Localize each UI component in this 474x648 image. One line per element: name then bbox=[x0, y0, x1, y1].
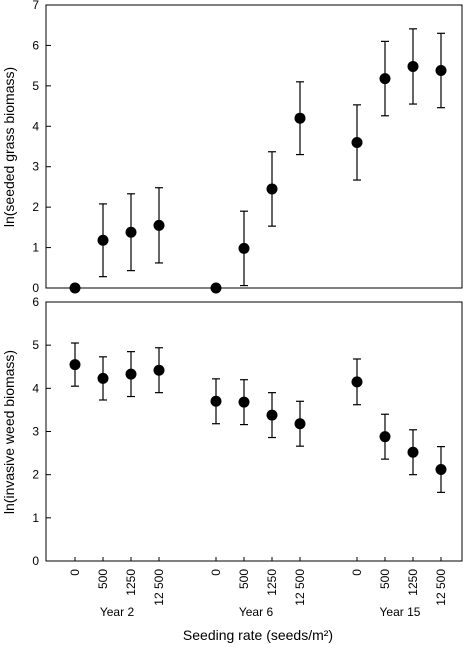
weed-y-tick-label: 1 bbox=[32, 511, 39, 525]
grass-data-point bbox=[294, 112, 306, 124]
grass-y-tick-label: 6 bbox=[32, 38, 39, 52]
grass-data-marks bbox=[46, 28, 462, 294]
grass-data-point bbox=[351, 136, 363, 148]
weed-data-point bbox=[125, 368, 137, 380]
x-axis-title: Seeding rate (seeds/m²) bbox=[183, 627, 333, 643]
grass-y-tick-label: 1 bbox=[32, 241, 39, 255]
x-tick-label: 12 500 bbox=[434, 569, 448, 606]
weed-data-marks bbox=[69, 342, 447, 493]
grass-y-tick-label: 3 bbox=[32, 160, 39, 174]
weed-data-point bbox=[238, 396, 250, 408]
weed-data-point bbox=[153, 364, 165, 376]
grass-y-axis-title: ln(seeded grass biomass) bbox=[1, 67, 17, 227]
weed-data-point bbox=[435, 463, 447, 475]
x-tick-label: 500 bbox=[378, 569, 392, 589]
weed-data-point bbox=[351, 376, 363, 388]
group-label-year-15: Year 15 bbox=[380, 605, 421, 619]
weed-y-tick-label: 6 bbox=[32, 295, 39, 309]
group-label-year-2: Year 2 bbox=[100, 605, 135, 619]
grass-y-tick-label: 5 bbox=[32, 79, 39, 93]
grass-data-point bbox=[97, 234, 109, 246]
grass-data-point bbox=[407, 60, 419, 72]
grass-data-point bbox=[210, 282, 222, 294]
weed-y-tick-label: 2 bbox=[32, 468, 39, 482]
x-tick-label: 500 bbox=[96, 569, 110, 589]
grass-y-tick-label: 7 bbox=[32, 0, 39, 12]
weed-data-point bbox=[294, 418, 306, 430]
grass-y-axis: 0 1 2 3 4 5 6 7 bbox=[32, 0, 51, 295]
grass-biomass-panel: 0 1 2 3 4 5 6 7 ln(seeded grass biomass) bbox=[1, 0, 463, 295]
x-tick-label: 1250 bbox=[265, 569, 279, 596]
x-tick-label: 0 bbox=[68, 569, 82, 576]
grass-data-point bbox=[69, 282, 81, 294]
weed-y-tick-label: 4 bbox=[32, 381, 39, 395]
x-tick-label: 12 500 bbox=[293, 569, 307, 606]
x-tick-label: 500 bbox=[237, 569, 251, 589]
weed-data-point bbox=[210, 395, 222, 407]
grass-data-point bbox=[125, 226, 137, 238]
x-tick-label: 0 bbox=[209, 569, 223, 576]
weed-data-point bbox=[379, 431, 391, 443]
weed-plot-frame bbox=[45, 301, 463, 562]
grass-y-tick-label: 4 bbox=[32, 119, 39, 133]
x-tick-label: 1250 bbox=[124, 569, 138, 596]
x-tick-label: 0 bbox=[350, 569, 364, 576]
weed-y-tick-label: 5 bbox=[32, 338, 39, 352]
grass-data-point bbox=[153, 219, 165, 231]
grass-data-point bbox=[266, 183, 278, 195]
weed-y-tick-label: 3 bbox=[32, 425, 39, 439]
weed-biomass-panel: 0 1 2 3 4 5 6 0 500 1250 12 500 0 500 1250 12 500 0 500… bbox=[1, 295, 463, 643]
weed-data-point bbox=[69, 359, 81, 371]
grass-y-tick-label: 2 bbox=[32, 200, 39, 214]
weed-data-point bbox=[407, 446, 419, 458]
grass-data-point bbox=[435, 64, 447, 76]
grass-plot-frame bbox=[45, 4, 463, 289]
weed-data-point bbox=[97, 372, 109, 384]
x-tick-label: 1250 bbox=[406, 569, 420, 596]
weed-data-point bbox=[266, 409, 278, 421]
weed-y-axis-title: ln(invasive weed biomass) bbox=[1, 350, 17, 514]
weed-y-axis: 0 1 2 3 4 5 6 bbox=[32, 295, 51, 568]
x-tick-label: 12 500 bbox=[152, 569, 166, 606]
weed-y-tick-label: 0 bbox=[32, 554, 39, 568]
grass-y-tick-label: 0 bbox=[32, 281, 39, 295]
grass-data-point bbox=[238, 242, 250, 254]
seeding-rate-x-axis: 0 500 1250 12 500 0 500 1250 12 500 0 500 1250 12 5… bbox=[68, 557, 448, 606]
group-label-year-6: Year 6 bbox=[239, 605, 274, 619]
grass-data-point bbox=[379, 73, 391, 85]
